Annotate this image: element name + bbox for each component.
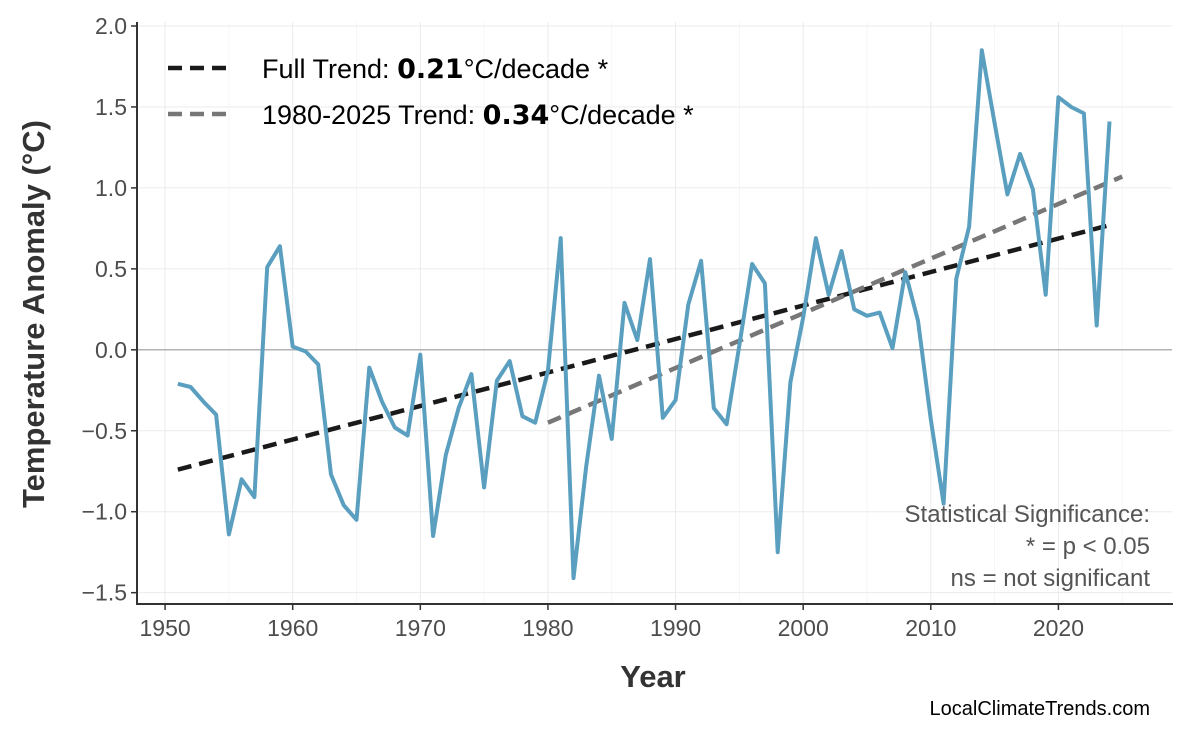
x-tick-label: 1990	[650, 615, 701, 641]
y-tick-label: 0.5	[95, 256, 127, 282]
significance-note-ns: ns = not significant	[951, 565, 1151, 592]
source-credit: LocalClimateTrends.com	[930, 698, 1150, 720]
x-tick-label: 2000	[778, 615, 829, 641]
x-tick-label: 1950	[139, 615, 190, 641]
y-ticks: −1.5 −1.0 −0.5 0.0 0.5 1.0 1.5 2.0	[82, 13, 137, 606]
legend-full-trend: Full Trend: 0.21°C/decade *	[262, 54, 609, 85]
x-axis-title: Year	[620, 659, 686, 694]
recent-trend-line	[547, 174, 1124, 425]
x-tick-label: 2020	[1033, 615, 1084, 641]
trend-lines	[177, 174, 1124, 472]
full-trend-line	[177, 222, 1111, 472]
significance-note-title: Statistical Significance:	[905, 501, 1150, 528]
anomaly-series-line	[177, 48, 1112, 581]
y-tick-label: −1.0	[82, 499, 127, 525]
series-points	[177, 50, 1110, 579]
x-tick-label: 1960	[267, 615, 318, 641]
x-tick-label: 2010	[905, 615, 956, 641]
y-tick-label: −1.5	[82, 580, 127, 606]
y-axis-title: Temperature Anomaly (°C)	[16, 120, 51, 508]
x-tick-label: 1980	[522, 615, 573, 641]
y-tick-label: 0.0	[95, 337, 127, 363]
significance-note-p: * = p < 0.05	[1026, 533, 1150, 560]
x-ticks: 1950 1960 1970 1980 1990 2000 2010 2020	[139, 604, 1084, 641]
gridlines	[137, 22, 1172, 604]
y-tick-label: 1.0	[95, 175, 127, 201]
y-tick-label: −0.5	[82, 418, 127, 444]
legend-recent-trend: 1980-2025 Trend: 0.34°C/decade *	[262, 100, 694, 131]
y-tick-label: 2.0	[95, 13, 127, 39]
y-tick-label: 1.5	[95, 94, 127, 120]
legend: Full Trend: 0.21°C/decade * 1980-2025 Tr…	[168, 54, 694, 131]
x-tick-label: 1970	[395, 615, 446, 641]
